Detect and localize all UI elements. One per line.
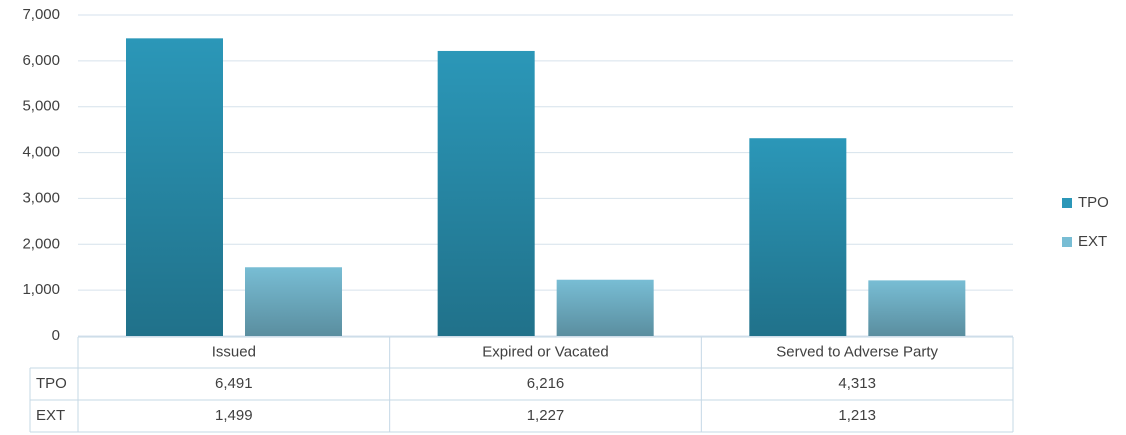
table-value: 1,213 xyxy=(838,407,876,424)
legend-swatch xyxy=(1062,237,1072,247)
y-tick-label: 2,000 xyxy=(22,235,60,252)
table-value: 6,216 xyxy=(527,375,565,392)
y-tick-label: 7,000 xyxy=(22,6,60,23)
table-value: 1,227 xyxy=(527,407,565,424)
bar-shade xyxy=(437,50,535,337)
table-row-label: TPO xyxy=(36,375,67,392)
bar-shade xyxy=(749,138,847,336)
table-row-label: EXT xyxy=(36,407,65,424)
bar-shade xyxy=(245,267,342,336)
bar-shade xyxy=(126,38,223,337)
table-value: 1,499 xyxy=(215,407,253,424)
y-tick-label: 4,000 xyxy=(22,144,60,161)
legend-swatch xyxy=(1062,198,1072,208)
y-tick-label: 1,000 xyxy=(22,281,60,298)
category-label: Issued xyxy=(212,343,256,360)
category-label: Served to Adverse Party xyxy=(776,343,938,360)
bar-shade xyxy=(868,280,966,336)
y-tick-label: 3,000 xyxy=(22,189,60,206)
legend-label: EXT xyxy=(1078,233,1107,250)
y-tick-label: 0 xyxy=(52,327,60,344)
legend-label: TPO xyxy=(1078,194,1109,211)
y-tick-label: 6,000 xyxy=(22,52,60,69)
bar-shade xyxy=(556,279,654,336)
table-value: 6,491 xyxy=(215,375,253,392)
y-tick-label: 5,000 xyxy=(22,98,60,115)
table-value: 4,313 xyxy=(838,375,876,392)
category-label: Expired or Vacated xyxy=(482,343,608,360)
